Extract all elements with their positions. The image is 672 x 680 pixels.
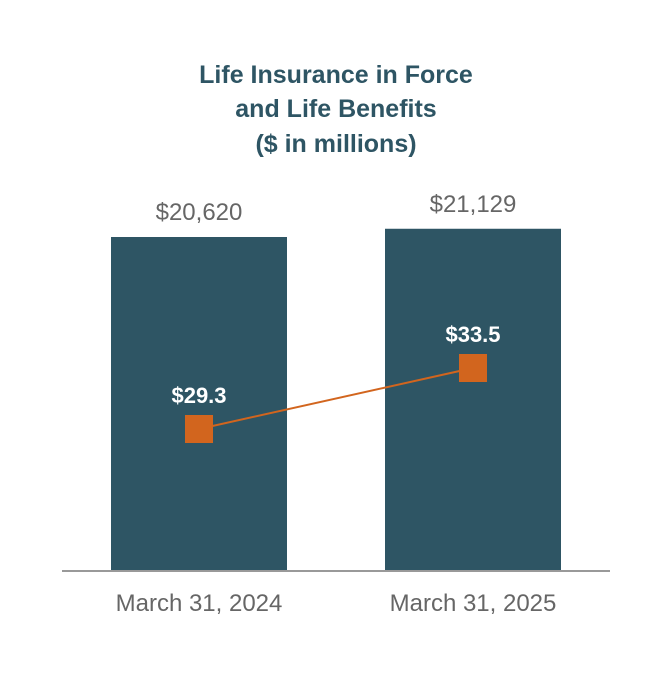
x-tick-label: March 31, 2025 [390,590,557,617]
line-value-label: $33.5 [445,322,500,347]
line-marker [185,415,213,443]
line-marker [459,354,487,382]
bar [385,228,561,571]
bar [111,237,287,571]
category-labels: March 31, 2024 March 31, 2025 [116,590,557,617]
line-value-label: $29.3 [171,383,226,408]
chart-title-line-2: and Life Benefits [235,95,436,123]
bar-series: $20,620 $21,129 [111,191,561,571]
chart-title: Life Insurance in Force and Life Benefit… [199,61,473,158]
bar-value-label: $20,620 [156,199,243,226]
chart-title-line-1: Life Insurance in Force [199,61,473,89]
x-tick-label: March 31, 2024 [116,590,283,617]
line-series: $29.3 $33.5 [171,322,501,443]
chart-title-line-3: ($ in millions) [255,130,416,158]
line-path [198,367,474,430]
bar-value-label: $21,129 [430,191,517,218]
